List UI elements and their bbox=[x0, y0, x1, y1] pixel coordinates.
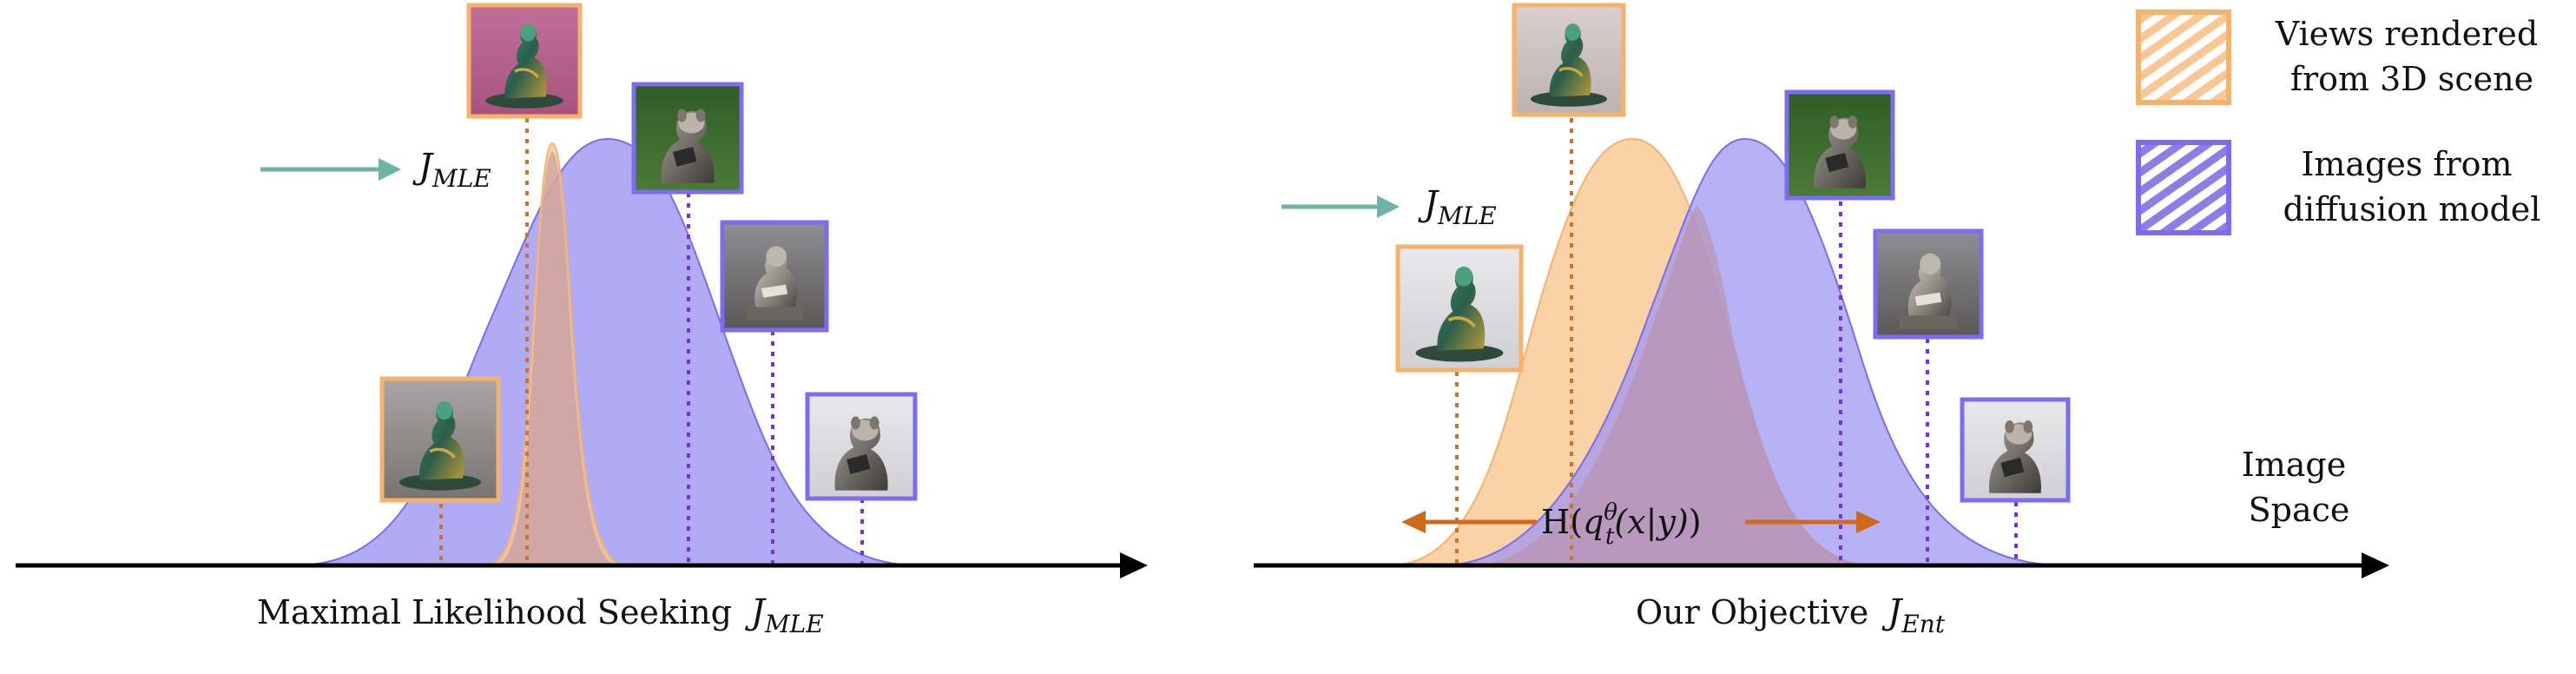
left-caption: Maximal Likelihood Seeking JMLE bbox=[257, 592, 824, 638]
legend: Views rendered from 3D scene Images from… bbox=[2136, 10, 2549, 235]
right-entropy-arrowhead-right bbox=[1856, 511, 1881, 533]
legend-item-rendered: Views rendered from 3D scene bbox=[2136, 10, 2549, 105]
left-x-axis-arrowhead bbox=[1120, 552, 1148, 578]
right-x-axis-arrowhead bbox=[2362, 552, 2389, 578]
right-thumb-diffusion-1 bbox=[1784, 89, 1895, 201]
right-panel: H(qθ t(x|y)) Image Space JMLE Our Objecti… bbox=[1254, 3, 2389, 638]
left-thumb-diffusion-1 bbox=[631, 82, 744, 195]
left-panel: JMLE Maximal Likelihood Seeking JMLE bbox=[16, 3, 1148, 638]
right-overlap-region bbox=[1476, 204, 1867, 565]
left-thumb-diffusion-2 bbox=[720, 220, 829, 333]
legend-swatch-diffusion bbox=[2136, 140, 2231, 235]
left-thumb-rendered-bottom bbox=[379, 376, 501, 503]
legend-label-rendered: Views rendered from 3D scene bbox=[2275, 15, 2549, 98]
left-thumb-diffusion-3 bbox=[805, 392, 918, 501]
right-entropy-arrowhead-left bbox=[1401, 511, 1426, 533]
right-thumb-rendered-bottom bbox=[1395, 244, 1524, 373]
right-mle-label: JMLE bbox=[1418, 184, 1497, 230]
left-mle-label: JMLE bbox=[412, 147, 491, 193]
legend-item-diffusion: Images from diffusion model bbox=[2136, 140, 2541, 235]
legend-swatch-rendered bbox=[2136, 10, 2231, 105]
axis-label: Image Space bbox=[2242, 446, 2357, 529]
right-caption: Our Objective JEnt bbox=[1636, 592, 1946, 638]
right-mle-arrowhead bbox=[1377, 195, 1400, 218]
left-thumb-rendered-top bbox=[466, 3, 583, 119]
right-thumb-diffusion-3 bbox=[1960, 397, 2071, 503]
right-thumb-diffusion-2 bbox=[1873, 228, 1984, 340]
right-entropy-label: H(qθ t(x|y)) bbox=[1541, 499, 1702, 550]
right-thumb-rendered-top bbox=[1512, 3, 1626, 117]
left-mle-arrowhead bbox=[379, 158, 401, 181]
legend-label-diffusion: Images from diffusion model bbox=[2283, 145, 2541, 228]
